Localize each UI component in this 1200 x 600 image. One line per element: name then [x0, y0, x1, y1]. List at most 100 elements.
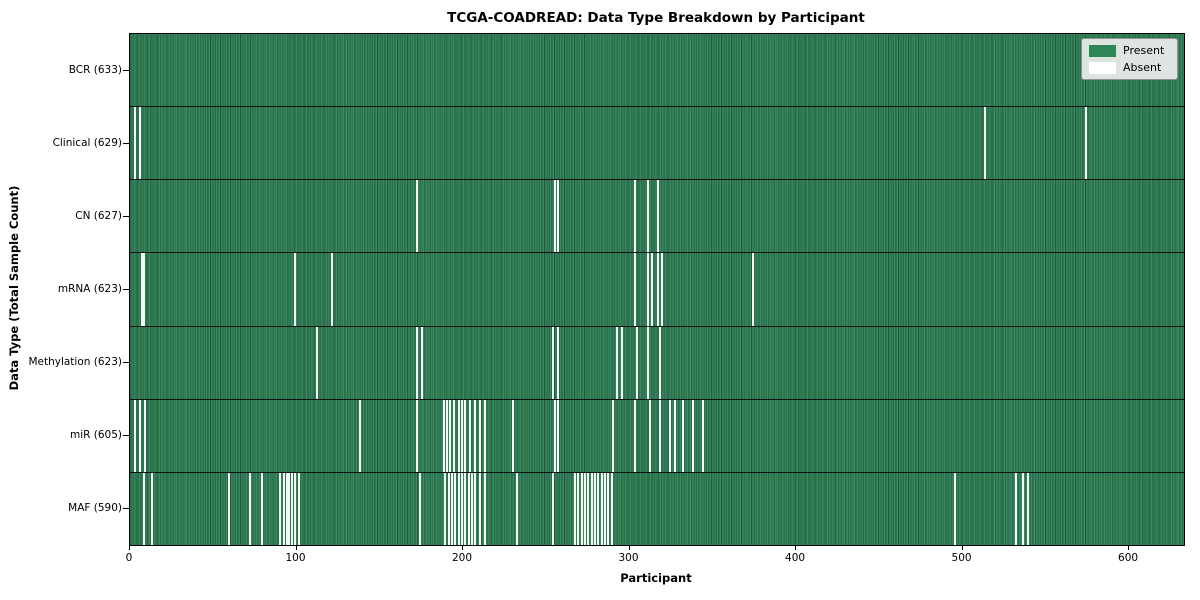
heatmap-row-methylation [130, 326, 1184, 400]
absent-stripe [479, 472, 482, 545]
absent-stripe [467, 472, 470, 545]
absent-stripe [479, 399, 482, 472]
absent-stripe [415, 180, 418, 253]
absent-stripe [450, 472, 453, 545]
absent-stripe [287, 472, 290, 545]
absent-stripe [557, 326, 560, 399]
y-tick-mark [123, 507, 129, 509]
y-tick-mark [123, 69, 129, 71]
legend-label: Present [1123, 44, 1165, 57]
legend-swatch-absent [1089, 61, 1116, 74]
absent-stripe [594, 472, 597, 545]
absent-stripe [142, 472, 145, 545]
absent-stripe [554, 180, 557, 253]
y-tick-label: MAF (590) [68, 501, 122, 514]
absent-stripe [650, 253, 653, 326]
y-tick-label: Clinical (629) [52, 136, 122, 149]
absent-stripe [294, 253, 297, 326]
absent-stripe [420, 326, 423, 399]
absent-stripe [615, 326, 618, 399]
absent-stripe [647, 326, 650, 399]
absent-stripe [415, 326, 418, 399]
absent-stripe [470, 472, 473, 545]
absent-stripe [647, 180, 650, 253]
absent-stripe [647, 253, 650, 326]
x-tick-label: 300 [618, 552, 639, 564]
absent-stripe [692, 399, 695, 472]
absent-stripe [134, 107, 137, 180]
x-tick-mark [795, 545, 797, 550]
x-tick-mark [295, 545, 297, 550]
absent-stripe [454, 472, 457, 545]
absent-stripe [142, 253, 145, 326]
absent-stripe [415, 399, 418, 472]
x-tick-mark [129, 545, 130, 550]
absent-stripe [139, 107, 142, 180]
y-tick-mark [123, 434, 129, 436]
absent-stripe [597, 472, 600, 545]
absent-stripe [953, 472, 956, 545]
absent-stripe [359, 399, 362, 472]
absent-stripe [464, 472, 467, 545]
absent-stripe [554, 399, 557, 472]
absent-stripe [460, 399, 463, 472]
absent-stripe [330, 253, 333, 326]
x-tick-label: 500 [951, 552, 972, 564]
absent-stripe [587, 472, 590, 545]
absent-stripe [1021, 472, 1024, 545]
legend-label: Absent [1123, 61, 1162, 74]
y-axis-label: Data Type (Total Sample Count) [7, 185, 21, 391]
absent-stripe [658, 326, 661, 399]
absent-stripe [600, 472, 603, 545]
absent-stripe [607, 472, 610, 545]
absent-stripe [580, 472, 583, 545]
absent-stripe [282, 472, 285, 545]
absent-stripe [584, 472, 587, 545]
y-tick-mark [123, 361, 129, 363]
absent-stripe [660, 253, 663, 326]
y-tick-mark [123, 215, 129, 217]
absent-stripe [634, 399, 637, 472]
absent-stripe [649, 399, 651, 472]
absent-stripe [484, 399, 487, 472]
absent-stripe [552, 472, 555, 545]
legend-swatch-present [1089, 44, 1116, 57]
absent-stripe [702, 399, 705, 472]
y-tick-mark [123, 288, 129, 290]
x-tick-label: 0 [125, 552, 133, 564]
absent-stripe [612, 399, 615, 472]
absent-stripe [474, 472, 477, 545]
absent-stripe [279, 472, 282, 545]
absent-stripe [1085, 107, 1088, 180]
absent-stripe [515, 472, 518, 545]
absent-stripe [469, 399, 472, 472]
absent-stripe [634, 253, 637, 326]
absent-stripe [457, 472, 460, 545]
x-tick-mark [1128, 545, 1130, 550]
absent-stripe [620, 326, 623, 399]
absent-stripe [604, 472, 607, 545]
absent-stripe [634, 180, 637, 253]
x-tick-mark [628, 545, 630, 550]
absent-stripe [291, 472, 293, 545]
absent-stripe [983, 107, 986, 180]
absent-stripe [1015, 472, 1018, 545]
heatmap-row-cn [130, 180, 1184, 254]
heatmap-row-mrna [130, 253, 1184, 327]
absent-stripe [658, 399, 661, 472]
absent-stripe [315, 326, 318, 399]
y-tick-label: CN (627) [75, 209, 122, 222]
absent-stripe [452, 399, 455, 472]
chart-title: TCGA-COADREAD: Data Type Breakdown by Pa… [447, 10, 865, 26]
absent-stripe [261, 472, 264, 545]
absent-stripe [574, 472, 577, 545]
absent-stripe [141, 253, 144, 326]
x-tick-mark [462, 545, 464, 550]
absent-stripe [657, 253, 660, 326]
y-tick-label: miR (605) [69, 428, 122, 441]
x-tick-label: 600 [1118, 552, 1139, 564]
absent-stripe [227, 472, 230, 545]
absent-stripe [484, 472, 487, 545]
y-tick-mark [123, 142, 129, 144]
absent-stripe [657, 180, 660, 253]
